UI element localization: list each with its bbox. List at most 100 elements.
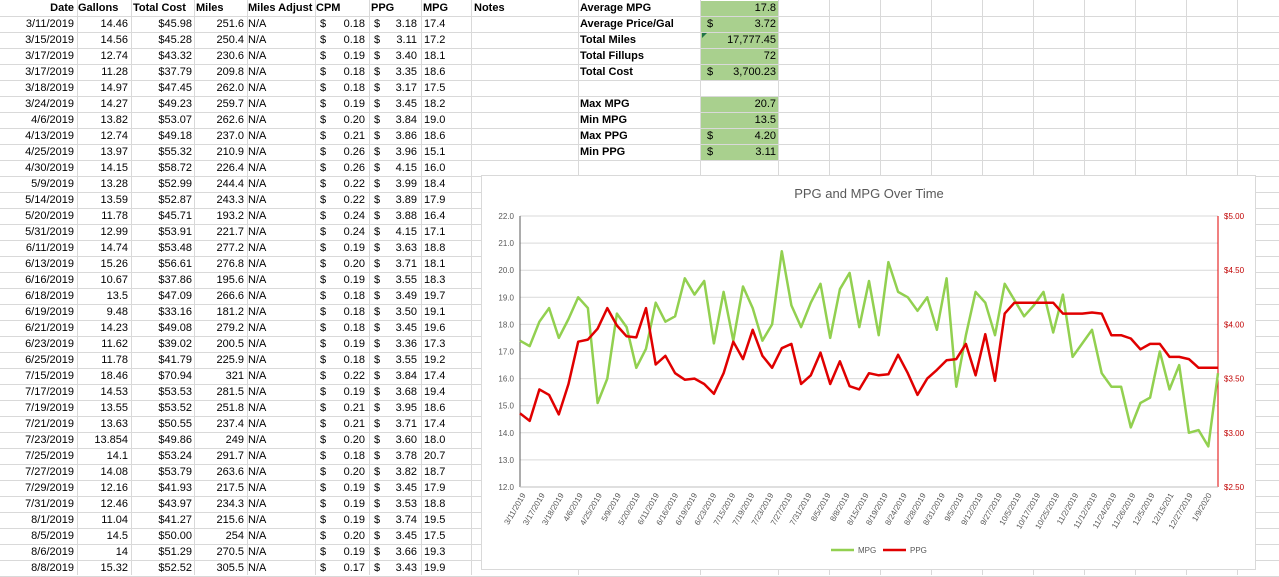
cell-date[interactable]: 7/15/2019 (25, 370, 74, 382)
cell-gallons[interactable]: 14.15 (100, 162, 128, 174)
cell-gallons[interactable]: 14.1 (106, 450, 128, 462)
cell-cpm[interactable]: 0.18 (343, 450, 365, 462)
cell-ppg[interactable]: 3.71 (395, 418, 417, 430)
cell-ppg[interactable]: 4.15 (395, 226, 417, 238)
cell-miles[interactable]: 263.6 (216, 466, 244, 478)
cell-miles-adjust[interactable]: N/A (248, 242, 267, 254)
cell-cpm[interactable]: 0.18 (343, 66, 365, 78)
cell-miles-adjust[interactable]: N/A (248, 530, 267, 542)
cell-miles-adjust[interactable]: N/A (248, 290, 267, 302)
cell-mpg[interactable]: 19.9 (424, 562, 446, 574)
cell-gallons[interactable]: 11.28 (101, 66, 128, 78)
cell-miles[interactable]: 209.8 (216, 66, 244, 78)
cell-date[interactable]: 8/1/2019 (31, 514, 74, 526)
cell-gallons[interactable]: 12.74 (100, 50, 128, 62)
summary-value[interactable]: 72 (763, 50, 776, 62)
cell-mpg[interactable]: 19.4 (424, 386, 446, 398)
cell-gallons[interactable]: 11.78 (101, 354, 128, 366)
cell-total-cost[interactable]: $47.09 (158, 290, 192, 302)
cell-cpm[interactable]: 0.18 (343, 290, 365, 302)
cell-cpm[interactable]: 0.17 (343, 562, 365, 574)
cell-date[interactable]: 6/23/2019 (25, 338, 74, 350)
cell-total-cost[interactable]: $45.98 (158, 18, 192, 30)
cell-total-cost[interactable]: $70.94 (158, 370, 192, 382)
summary-value[interactable]: 13.5 (754, 114, 776, 126)
cell-date[interactable]: 7/29/2019 (25, 482, 74, 494)
summary-value[interactable]: 3.11 (755, 146, 776, 158)
cell-gallons[interactable]: 14.74 (100, 242, 128, 254)
cell-mpg[interactable]: 17.3 (424, 338, 446, 350)
cell-date[interactable]: 7/25/2019 (25, 450, 74, 462)
cell-miles-adjust[interactable]: N/A (248, 98, 267, 110)
cell-date[interactable]: 7/19/2019 (25, 402, 74, 414)
cell-total-cost[interactable]: $53.07 (158, 114, 192, 126)
cell-mpg[interactable]: 18.1 (424, 50, 446, 62)
cell-date[interactable]: 6/16/2019 (25, 274, 74, 286)
cell-cpm[interactable]: 0.20 (343, 434, 365, 446)
cell-mpg[interactable]: 18.8 (424, 242, 446, 254)
cell-miles[interactable]: 193.2 (216, 210, 244, 222)
cell-total-cost[interactable]: $53.48 (158, 242, 192, 254)
cell-cpm[interactable]: 0.19 (343, 482, 365, 494)
cell-gallons[interactable]: 12.46 (100, 498, 128, 510)
cell-total-cost[interactable]: $51.29 (158, 546, 192, 558)
cell-total-cost[interactable]: $49.18 (158, 130, 192, 142)
cell-total-cost[interactable]: $53.24 (158, 450, 192, 462)
cell-mpg[interactable]: 17.9 (424, 194, 446, 206)
cell-cpm[interactable]: 0.22 (343, 178, 365, 190)
summary-value[interactable]: 3.72 (754, 18, 776, 30)
cell-ppg[interactable]: 3.45 (395, 98, 417, 110)
cell-miles-adjust[interactable]: N/A (248, 434, 267, 446)
cell-ppg[interactable]: 3.95 (395, 402, 417, 414)
cell-gallons[interactable]: 14.56 (100, 34, 128, 46)
header-notes[interactable]: Notes (474, 2, 505, 14)
cell-mpg[interactable]: 19.3 (424, 546, 446, 558)
cell-miles-adjust[interactable]: N/A (248, 194, 267, 206)
cell-miles-adjust[interactable]: N/A (248, 50, 267, 62)
cell-date[interactable]: 5/20/2019 (25, 210, 74, 222)
cell-gallons[interactable]: 13.97 (100, 146, 128, 158)
cell-total-cost[interactable]: $49.86 (158, 434, 192, 446)
cell-cpm[interactable]: 0.19 (343, 498, 365, 510)
cell-mpg[interactable]: 18.0 (424, 434, 446, 446)
cell-ppg[interactable]: 3.74 (395, 514, 417, 526)
cell-total-cost[interactable]: $47.45 (158, 82, 192, 94)
cell-miles-adjust[interactable]: N/A (248, 354, 267, 366)
cell-miles[interactable]: 210.9 (216, 146, 244, 158)
cell-cpm[interactable]: 0.19 (343, 546, 365, 558)
cell-miles-adjust[interactable]: N/A (248, 210, 267, 222)
cell-total-cost[interactable]: $41.27 (158, 514, 192, 526)
cell-gallons[interactable]: 13.5 (106, 290, 128, 302)
cell-gallons[interactable]: 13.63 (100, 418, 128, 430)
cell-cpm[interactable]: 0.22 (343, 370, 365, 382)
cell-cpm[interactable]: 0.18 (343, 354, 365, 366)
cell-total-cost[interactable]: $53.91 (158, 226, 192, 238)
cell-mpg[interactable]: 19.5 (424, 514, 446, 526)
cell-gallons[interactable]: 14.97 (100, 82, 128, 94)
cell-miles[interactable]: 250.4 (216, 34, 244, 46)
cell-mpg[interactable]: 16.0 (424, 162, 446, 174)
cell-mpg[interactable]: 18.8 (424, 498, 446, 510)
cell-miles-adjust[interactable]: N/A (248, 258, 267, 270)
cell-ppg[interactable]: 3.82 (395, 466, 417, 478)
cell-miles[interactable]: 266.6 (216, 290, 244, 302)
cell-cpm[interactable]: 0.18 (343, 82, 365, 94)
cell-gallons[interactable]: 14 (115, 546, 128, 558)
cell-miles[interactable]: 254 (225, 530, 244, 542)
cell-mpg[interactable]: 19.1 (424, 306, 446, 318)
cell-ppg[interactable]: 3.89 (395, 194, 417, 206)
cell-cpm[interactable]: 0.21 (343, 130, 365, 142)
cell-miles-adjust[interactable]: N/A (248, 498, 267, 510)
cell-date[interactable]: 5/14/2019 (25, 194, 74, 206)
cell-cpm[interactable]: 0.18 (343, 34, 365, 46)
cell-cpm[interactable]: 0.26 (343, 162, 365, 174)
cell-miles-adjust[interactable]: N/A (248, 82, 267, 94)
cell-date[interactable]: 4/25/2019 (25, 146, 74, 158)
cell-miles-adjust[interactable]: N/A (248, 562, 267, 574)
cell-miles-adjust[interactable]: N/A (248, 386, 267, 398)
cell-miles[interactable]: 217.5 (216, 482, 244, 494)
header-total-cost[interactable]: Total Cost (133, 2, 186, 14)
summary-value[interactable]: 17,777.45 (727, 34, 776, 46)
cell-miles-adjust[interactable]: N/A (248, 418, 267, 430)
cell-miles-adjust[interactable]: N/A (248, 114, 267, 126)
